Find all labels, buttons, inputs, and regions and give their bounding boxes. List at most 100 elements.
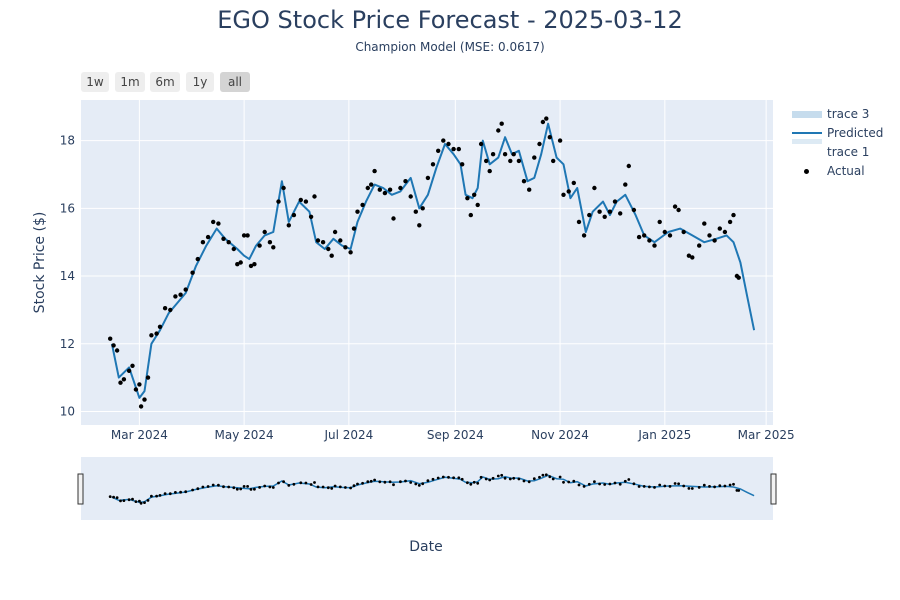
actual-point[interactable] bbox=[702, 221, 707, 226]
actual-point[interactable] bbox=[451, 146, 456, 152]
actual-point[interactable] bbox=[623, 182, 628, 187]
actual-point[interactable] bbox=[561, 192, 566, 197]
actual-point[interactable] bbox=[631, 207, 637, 213]
actual-point[interactable] bbox=[195, 256, 200, 262]
legend-item-trace-1[interactable]: trace 1 bbox=[788, 139, 898, 162]
actual-point[interactable] bbox=[387, 187, 393, 192]
actual-point[interactable] bbox=[667, 233, 673, 238]
actual-point[interactable] bbox=[731, 212, 736, 218]
actual-point[interactable] bbox=[717, 226, 722, 231]
actual-point[interactable] bbox=[626, 163, 631, 169]
actual-point[interactable] bbox=[369, 182, 374, 187]
actual-point[interactable] bbox=[398, 185, 403, 191]
legend-item-actual[interactable]: Actual bbox=[788, 163, 898, 181]
actual-point[interactable] bbox=[597, 209, 602, 214]
actual-point[interactable] bbox=[320, 240, 326, 245]
actual-point[interactable] bbox=[248, 263, 254, 269]
actual-point[interactable] bbox=[145, 375, 151, 380]
actual-point[interactable] bbox=[508, 158, 513, 164]
actual-point[interactable] bbox=[205, 234, 211, 240]
actual-point[interactable] bbox=[267, 240, 273, 245]
actual-point[interactable] bbox=[372, 168, 377, 174]
actual-point[interactable] bbox=[211, 219, 216, 225]
actual-point[interactable] bbox=[276, 199, 281, 204]
actual-point[interactable] bbox=[612, 199, 618, 204]
actual-point[interactable] bbox=[652, 243, 657, 248]
actual-point[interactable] bbox=[592, 185, 597, 191]
actual-point[interactable] bbox=[430, 162, 436, 167]
actual-point[interactable] bbox=[490, 152, 496, 157]
actual-point[interactable] bbox=[672, 204, 678, 209]
actual-point[interactable] bbox=[252, 262, 257, 267]
actual-point[interactable] bbox=[521, 179, 527, 184]
actual-point[interactable] bbox=[436, 148, 441, 153]
actual-point[interactable] bbox=[111, 343, 116, 348]
actual-point[interactable] bbox=[456, 146, 461, 152]
actual-point[interactable] bbox=[226, 240, 231, 245]
actual-point[interactable] bbox=[291, 212, 297, 218]
actual-point[interactable] bbox=[286, 223, 291, 228]
actual-point[interactable] bbox=[221, 236, 226, 241]
actual-point[interactable] bbox=[496, 128, 501, 133]
rangeslider-right-handle[interactable] bbox=[770, 473, 777, 505]
actual-point[interactable] bbox=[465, 196, 470, 201]
actual-point[interactable] bbox=[298, 197, 303, 203]
actual-point[interactable] bbox=[257, 243, 262, 248]
legend-item-predicted[interactable]: Predicted bbox=[788, 125, 898, 143]
actual-point[interactable] bbox=[138, 404, 144, 409]
actual-point[interactable] bbox=[727, 219, 733, 225]
actual-point[interactable] bbox=[420, 206, 425, 211]
actual-point[interactable] bbox=[133, 387, 139, 392]
actual-point[interactable] bbox=[472, 192, 477, 197]
actual-point[interactable] bbox=[475, 202, 480, 208]
actual-point[interactable] bbox=[707, 233, 712, 238]
actual-point[interactable] bbox=[108, 336, 113, 341]
actual-point[interactable] bbox=[662, 229, 667, 235]
actual-point[interactable] bbox=[118, 380, 123, 385]
actual-point[interactable] bbox=[303, 199, 309, 204]
actual-point[interactable] bbox=[343, 245, 348, 250]
actual-point[interactable] bbox=[544, 116, 549, 121]
actual-point[interactable] bbox=[149, 333, 154, 338]
rangeslider-background[interactable] bbox=[81, 457, 773, 520]
actual-point[interactable] bbox=[245, 233, 250, 238]
actual-point[interactable] bbox=[686, 253, 692, 258]
actual-point[interactable] bbox=[618, 211, 623, 216]
actual-point[interactable] bbox=[468, 212, 473, 218]
actual-point[interactable] bbox=[114, 348, 120, 353]
actual-point[interactable] bbox=[142, 397, 147, 402]
actual-point[interactable] bbox=[736, 275, 741, 280]
actual-point[interactable] bbox=[566, 189, 571, 194]
actual-point[interactable] bbox=[326, 246, 331, 252]
actual-point[interactable] bbox=[511, 152, 516, 157]
actual-point[interactable] bbox=[499, 121, 504, 126]
actual-point[interactable] bbox=[690, 255, 695, 260]
actual-point[interactable] bbox=[190, 270, 195, 275]
plot-background[interactable] bbox=[81, 100, 773, 425]
actual-point[interactable] bbox=[551, 158, 556, 164]
actual-point[interactable] bbox=[647, 238, 652, 243]
actual-point[interactable] bbox=[137, 382, 142, 387]
actual-point[interactable] bbox=[441, 138, 446, 143]
actual-point[interactable] bbox=[607, 209, 613, 214]
actual-point[interactable] bbox=[537, 141, 542, 147]
actual-point[interactable] bbox=[360, 202, 365, 208]
range-button-1y[interactable]: 1y bbox=[186, 72, 214, 92]
actual-point[interactable] bbox=[681, 229, 686, 235]
actual-point[interactable] bbox=[329, 253, 334, 258]
actual-point[interactable] bbox=[413, 209, 418, 214]
actual-point[interactable] bbox=[547, 135, 552, 140]
actual-point[interactable] bbox=[216, 221, 221, 226]
range-button-1w[interactable]: 1w bbox=[81, 72, 109, 92]
actual-point[interactable] bbox=[308, 214, 314, 219]
actual-point[interactable] bbox=[602, 214, 607, 219]
actual-point[interactable] bbox=[178, 292, 183, 297]
actual-point[interactable] bbox=[676, 207, 681, 213]
actual-point[interactable] bbox=[162, 306, 168, 311]
actual-point[interactable] bbox=[154, 331, 159, 336]
actual-point[interactable] bbox=[587, 212, 592, 218]
actual-point[interactable] bbox=[502, 152, 508, 157]
actual-point[interactable] bbox=[121, 377, 127, 382]
actual-point[interactable] bbox=[183, 287, 188, 292]
